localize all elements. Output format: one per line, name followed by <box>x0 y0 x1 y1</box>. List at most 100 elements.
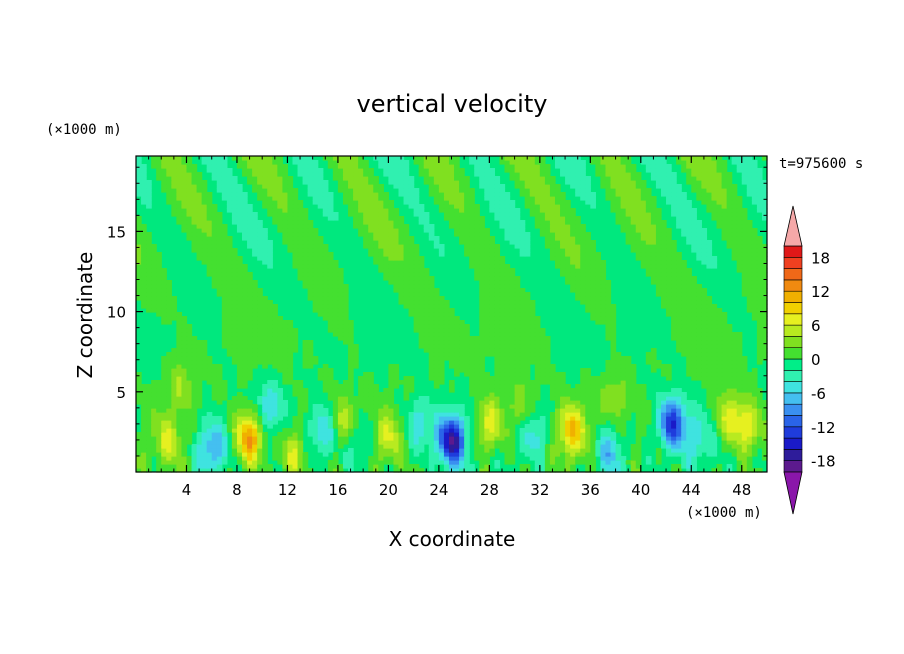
field-cell <box>686 464 692 469</box>
field-cell <box>706 404 713 409</box>
field-cell <box>443 344 450 349</box>
field-cell <box>166 380 172 385</box>
field-cell <box>575 404 581 409</box>
field-cell <box>590 276 596 281</box>
field-cell <box>509 412 516 417</box>
field-cell <box>761 260 768 265</box>
field-cell <box>292 440 299 445</box>
field-cell <box>176 424 183 429</box>
field-cell <box>524 448 531 453</box>
field-cell <box>635 424 642 429</box>
field-cell <box>464 468 470 473</box>
field-cell <box>247 324 253 329</box>
field-cell <box>136 292 142 297</box>
field-cell <box>211 392 218 397</box>
field-cell <box>211 268 218 273</box>
field-cell <box>428 460 435 465</box>
field-cell <box>615 376 622 381</box>
field-cell <box>751 384 758 389</box>
field-cell <box>534 468 541 473</box>
field-cell <box>534 464 541 469</box>
field-cell <box>438 452 445 457</box>
field-cell <box>327 268 334 273</box>
field-cell <box>393 440 400 445</box>
field-cell <box>655 228 662 233</box>
field-cell <box>519 440 526 445</box>
field-cell <box>181 352 188 357</box>
field-cell <box>171 308 177 313</box>
field-cell <box>342 288 349 293</box>
field-cell <box>403 444 410 449</box>
field-cell <box>671 428 677 433</box>
field-cell <box>438 248 445 253</box>
field-cell <box>494 296 501 301</box>
field-cell <box>186 412 193 417</box>
field-cell <box>585 284 591 289</box>
field-cell <box>524 452 531 457</box>
field-cell <box>146 396 152 401</box>
field-cell <box>146 276 152 281</box>
field-cell <box>242 424 248 429</box>
field-cell <box>716 352 723 357</box>
field-cell <box>524 376 531 381</box>
field-cell <box>696 284 702 289</box>
field-cell <box>605 436 612 441</box>
field-cell <box>610 368 617 373</box>
field-cell <box>166 388 172 393</box>
field-cell <box>519 376 526 381</box>
field-cell <box>686 424 692 429</box>
field-cell <box>671 320 677 325</box>
field-cell <box>322 284 329 289</box>
field-cell <box>701 376 708 381</box>
field-cell <box>595 412 602 417</box>
field-cell <box>494 464 501 469</box>
field-cell <box>327 448 334 453</box>
field-cell <box>156 464 162 469</box>
field-cell <box>196 340 203 345</box>
field-cell <box>236 380 243 385</box>
field-cell <box>363 244 369 249</box>
field-cell <box>196 448 203 453</box>
field-cell <box>580 396 586 401</box>
field-cell <box>524 436 531 441</box>
field-cell <box>504 412 511 417</box>
field-cell <box>741 432 748 437</box>
field-cell <box>216 448 223 453</box>
field-cell <box>277 336 283 341</box>
field-cell <box>337 384 344 389</box>
field-cell <box>262 244 268 249</box>
field-cell <box>191 372 198 377</box>
field-cell <box>660 244 667 249</box>
field-cell <box>302 348 309 353</box>
field-cell <box>247 368 253 373</box>
field-cell <box>716 420 723 425</box>
field-cell <box>494 356 501 361</box>
field-cell <box>615 456 622 461</box>
field-cell <box>585 272 591 277</box>
field-cell <box>686 448 692 453</box>
field-cell <box>565 244 571 249</box>
field-cell <box>585 452 591 457</box>
field-cell <box>554 412 561 417</box>
field-cell <box>484 232 490 237</box>
field-cell <box>756 344 763 349</box>
field-cell <box>529 300 536 305</box>
field-cell <box>277 460 283 465</box>
field-cell <box>373 440 379 445</box>
field-cell <box>287 456 294 461</box>
field-cell <box>549 420 556 425</box>
field-cell <box>484 332 490 337</box>
field-cell <box>489 240 496 245</box>
field-cell <box>156 380 162 385</box>
field-cell <box>696 360 702 365</box>
field-cell <box>257 356 263 361</box>
field-cell <box>322 424 329 429</box>
field-cell <box>141 260 147 265</box>
field-cell <box>413 276 420 281</box>
field-cell <box>736 240 743 245</box>
field-cell <box>438 252 445 257</box>
field-cell <box>660 280 667 285</box>
field-cell <box>252 248 258 253</box>
field-cell <box>474 360 480 365</box>
field-cell <box>539 456 546 461</box>
